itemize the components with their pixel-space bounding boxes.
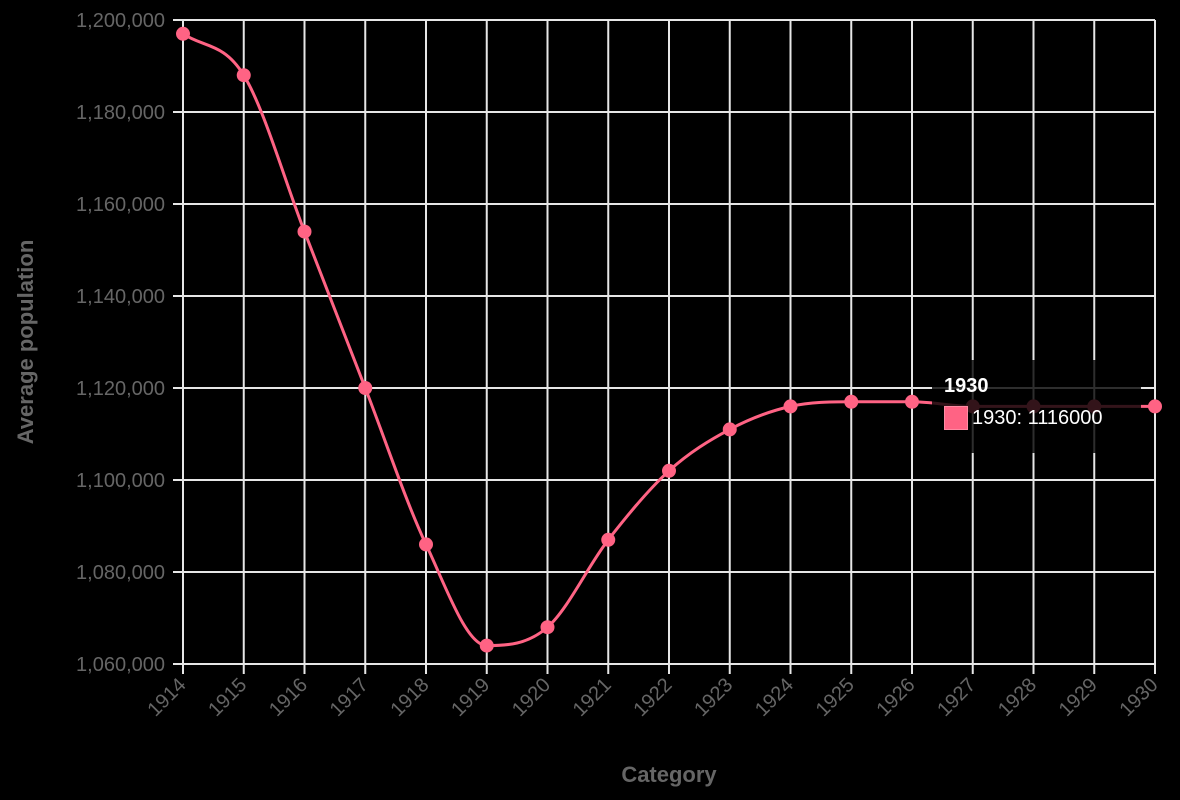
x-tick-label: 1927: [933, 674, 980, 721]
x-tick-label: 1923: [690, 674, 737, 721]
data-point[interactable]: [176, 26, 190, 41]
x-tick-label: 1926: [873, 674, 920, 721]
data-point[interactable]: [540, 620, 555, 635]
grid-lines: [173, 19, 1156, 674]
data-point[interactable]: [236, 68, 251, 83]
data-point[interactable]: [479, 638, 494, 653]
x-tick-label: 1919: [447, 674, 494, 721]
tooltip-color-swatch: [944, 406, 968, 430]
x-tick-label: 1914: [144, 674, 191, 721]
x-tick-label: 1928: [994, 674, 1041, 721]
y-tick-label: 1,060,000: [76, 654, 165, 676]
tooltip-title: 1930: [944, 375, 989, 397]
x-tick-label: 1925: [812, 674, 859, 721]
data-point[interactable]: [783, 399, 798, 414]
x-tick-label: 1924: [751, 674, 798, 721]
data-point[interactable]: [1148, 399, 1162, 414]
x-tick-label: 1929: [1055, 674, 1102, 721]
data-point[interactable]: [662, 463, 676, 478]
x-tick-label: 1922: [630, 674, 677, 721]
x-tick-label: 1917: [326, 674, 373, 721]
tooltip: 1930 1930: 1116000: [932, 360, 1141, 453]
x-axis-title: Category: [621, 762, 717, 787]
x-axis-ticks: 1914 1915 1916 1917 1918 1919 1920 1921 1922 1923…: [144, 674, 1163, 721]
data-point[interactable]: [905, 394, 919, 409]
y-tick-label: 1,180,000: [76, 102, 165, 124]
x-tick-label: 1921: [569, 674, 616, 721]
y-tick-label: 1,200,000: [76, 10, 165, 32]
data-point[interactable]: [722, 422, 737, 437]
y-tick-label: 1,140,000: [76, 286, 165, 308]
data-point[interactable]: [419, 537, 433, 552]
data-points[interactable]: [176, 26, 1162, 653]
data-point[interactable]: [601, 532, 616, 547]
y-tick-label: 1,160,000: [76, 194, 165, 216]
tooltip-label: 1930: 1116000: [972, 407, 1103, 429]
x-tick-label: 1930: [1116, 674, 1163, 721]
x-tick-label: 1918: [387, 674, 434, 721]
data-point[interactable]: [844, 394, 859, 409]
x-tick-label: 1915: [204, 674, 251, 721]
y-tick-label: 1,080,000: [76, 562, 165, 584]
x-tick-label: 1916: [265, 674, 312, 721]
y-axis-title: Average population: [13, 240, 38, 445]
data-point[interactable]: [297, 224, 312, 239]
x-tick-label: 1920: [508, 674, 555, 721]
data-point[interactable]: [358, 381, 373, 395]
tooltip-row: 1930: 1116000: [944, 406, 1129, 430]
y-tick-label: 1,100,000: [76, 470, 165, 492]
y-axis-ticks: 1,060,000 1,080,000 1,100,000 1,120,000 1,14…: [76, 10, 165, 676]
y-tick-label: 1,120,000: [76, 378, 165, 400]
